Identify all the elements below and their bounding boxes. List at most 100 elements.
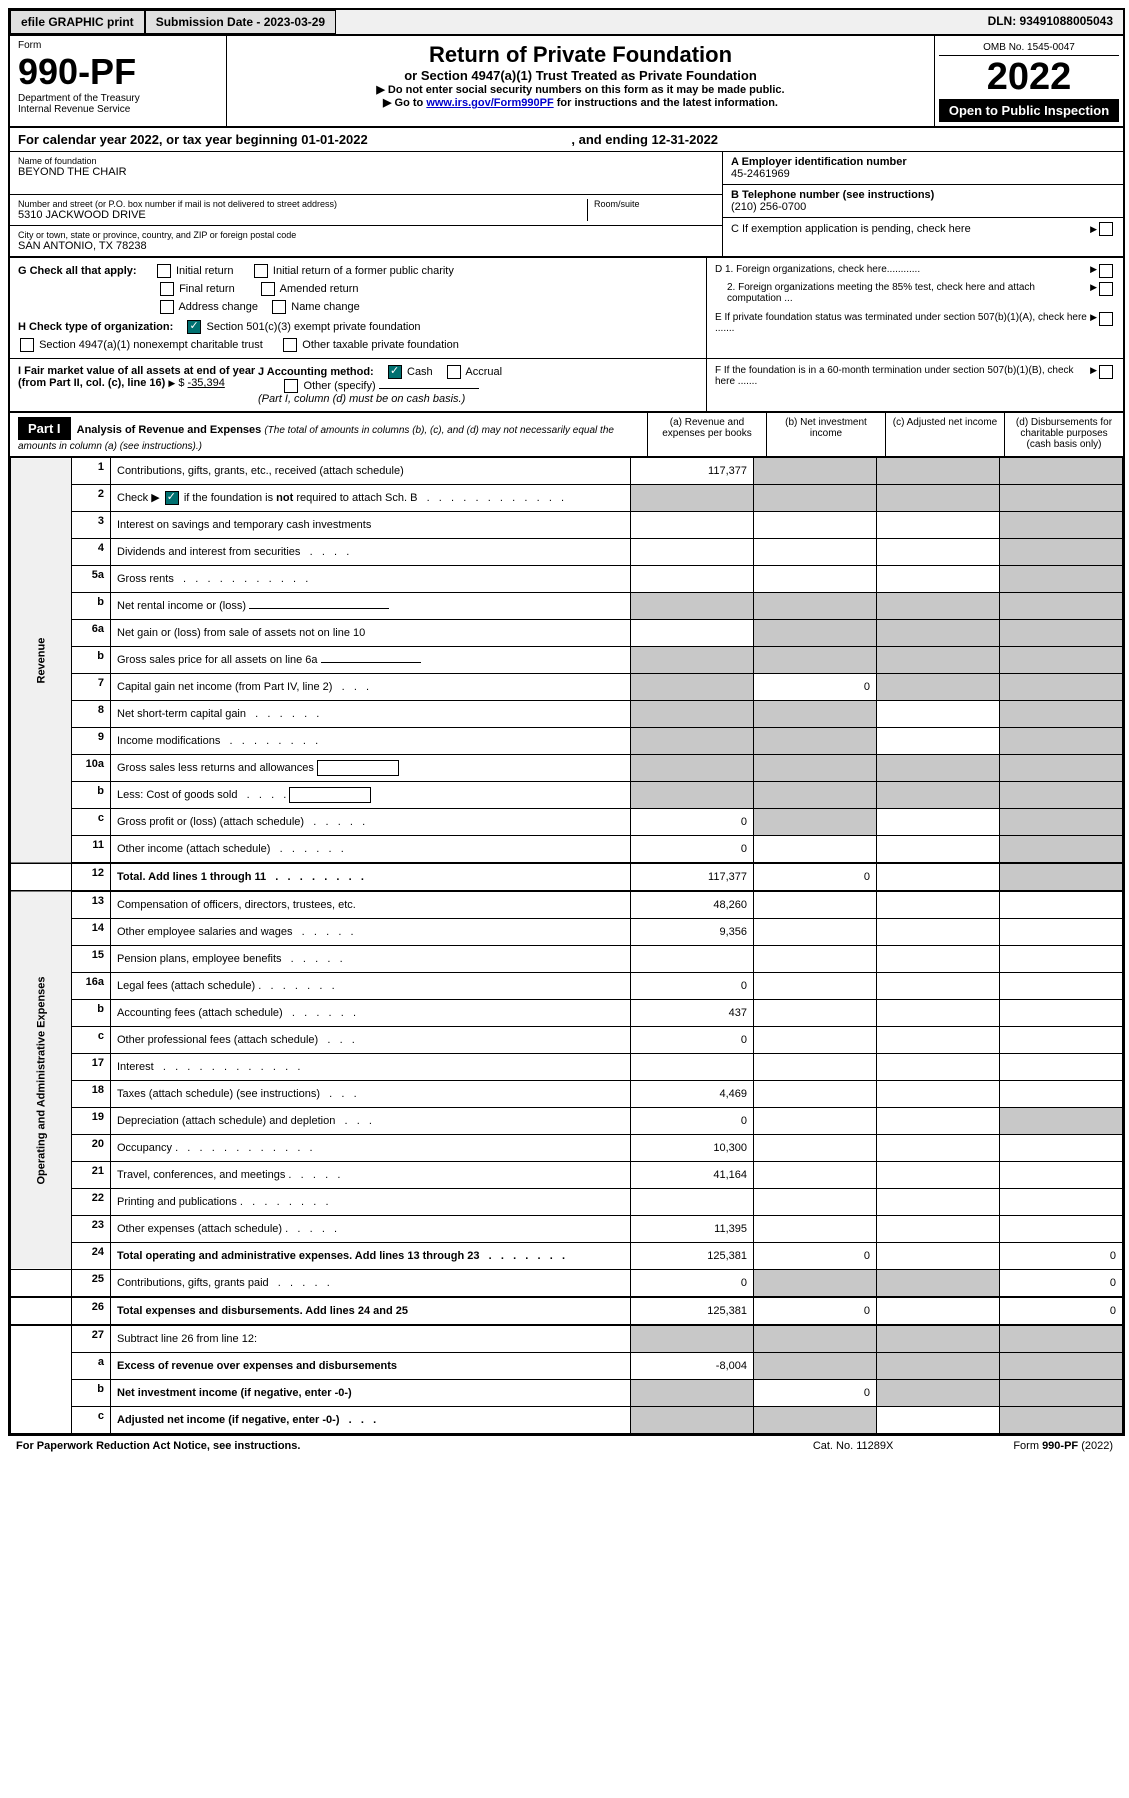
- ein-label: A Employer identification number: [731, 156, 1115, 168]
- initial-former-checkbox[interactable]: [254, 264, 268, 278]
- 501c3-checkbox[interactable]: [187, 320, 201, 334]
- g-label: G Check all that apply:: [18, 265, 137, 277]
- form-title: Return of Private Foundation: [233, 42, 928, 68]
- revenue-expense-table: Revenue 1 Contributions, gifts, grants, …: [10, 457, 1123, 1434]
- identification-block: Name of foundation BEYOND THE CHAIR Numb…: [10, 152, 1123, 258]
- d1-label: D 1. Foreign organizations, check here..…: [715, 264, 1090, 278]
- line-16c: cOther professional fees (attach schedul…: [11, 1027, 1123, 1054]
- arrow-icon: [1090, 223, 1097, 235]
- section-g-h: G Check all that apply: Initial return I…: [10, 258, 1123, 359]
- f-checkbox[interactable]: [1099, 365, 1113, 379]
- line-27c: cAdjusted net income (if negative, enter…: [11, 1407, 1123, 1434]
- initial-return-checkbox[interactable]: [157, 264, 171, 278]
- submission-date: Submission Date - 2023-03-29: [145, 10, 336, 34]
- section-i-j: I Fair market value of all assets at end…: [10, 359, 1123, 413]
- public-inspection: Open to Public Inspection: [939, 99, 1119, 122]
- dept-treasury: Department of the Treasury: [18, 93, 218, 104]
- line-14: 14Other employee salaries and wages . . …: [11, 919, 1123, 946]
- page-footer: For Paperwork Reduction Act Notice, see …: [8, 1436, 1121, 1456]
- final-return-checkbox[interactable]: [160, 282, 174, 296]
- city-state-zip: SAN ANTONIO, TX 78238: [18, 240, 714, 252]
- line-27b: bNet investment income (if negative, ent…: [11, 1380, 1123, 1407]
- form-number: 990-PF: [18, 51, 218, 93]
- top-bar: efile GRAPHIC print Submission Date - 20…: [10, 10, 1123, 36]
- col-a-header: (a) Revenue and expenses per books: [647, 413, 766, 456]
- line-6a: 6aNet gain or (loss) from sale of assets…: [11, 620, 1123, 647]
- form-990pf: efile GRAPHIC print Submission Date - 20…: [8, 8, 1125, 1436]
- calendar-year-row: For calendar year 2022, or tax year begi…: [10, 128, 1123, 152]
- form-subtitle: or Section 4947(a)(1) Trust Treated as P…: [233, 68, 928, 83]
- j-note: (Part I, column (d) must be on cash basi…: [258, 393, 465, 405]
- line-2: 2Check ▶ if the foundation is not requir…: [11, 485, 1123, 512]
- tax-year: 2022: [939, 56, 1119, 99]
- phone-label: B Telephone number (see instructions): [731, 189, 1115, 201]
- line-18: 18Taxes (attach schedule) (see instructi…: [11, 1081, 1123, 1108]
- phone-value: (210) 256-0700: [731, 201, 1115, 213]
- line-8: 8Net short-term capital gain . . . . . .: [11, 701, 1123, 728]
- omb-number: OMB No. 1545-0047: [939, 40, 1119, 56]
- name-change-checkbox[interactable]: [272, 300, 286, 314]
- part1-title: Analysis of Revenue and Expenses: [77, 424, 262, 436]
- cash-checkbox[interactable]: [388, 365, 402, 379]
- line-26: 26Total expenses and disbursements. Add …: [11, 1297, 1123, 1325]
- other-method-checkbox[interactable]: [284, 379, 298, 393]
- j-label: J Accounting method:: [258, 366, 374, 378]
- revenue-section-label: Revenue: [11, 458, 72, 864]
- line-9: 9Income modifications . . . . . . . .: [11, 728, 1123, 755]
- other-taxable-checkbox[interactable]: [283, 338, 297, 352]
- line-1: Revenue 1 Contributions, gifts, grants, …: [11, 458, 1123, 485]
- 4947-checkbox[interactable]: [20, 338, 34, 352]
- form-label: Form: [18, 40, 218, 51]
- col-b-header: (b) Net investment income: [766, 413, 885, 456]
- d1-checkbox[interactable]: [1099, 264, 1113, 278]
- fmv-value: -35,394: [188, 377, 225, 389]
- ein-value: 45-2461969: [731, 168, 1115, 180]
- efile-print-button[interactable]: efile GRAPHIC print: [10, 10, 145, 34]
- col-c-header: (c) Adjusted net income: [885, 413, 1004, 456]
- privacy-note: ▶ Do not enter social security numbers o…: [233, 83, 928, 96]
- line-27a: aExcess of revenue over expenses and dis…: [11, 1353, 1123, 1380]
- line-21: 21Travel, conferences, and meetings . . …: [11, 1162, 1123, 1189]
- schB-checkbox[interactable]: [165, 491, 179, 505]
- street-address: 5310 JACKWOOD DRIVE: [18, 209, 587, 221]
- line-7: 7Capital gain net income (from Part IV, …: [11, 674, 1123, 701]
- line-10c: cGross profit or (loss) (attach schedule…: [11, 809, 1123, 836]
- f-label: F If the foundation is in a 60-month ter…: [715, 365, 1090, 387]
- line-5a: 5aGross rents . . . . . . . . . . .: [11, 566, 1123, 593]
- line-4: 4Dividends and interest from securities …: [11, 539, 1123, 566]
- instructions-link[interactable]: www.irs.gov/Form990PF: [426, 97, 553, 109]
- line-19: 19Depreciation (attach schedule) and dep…: [11, 1108, 1123, 1135]
- exemption-checkbox[interactable]: [1099, 222, 1113, 236]
- line-25: 25Contributions, gifts, grants paid . . …: [11, 1270, 1123, 1298]
- line-17: 17Interest . . . . . . . . . . . .: [11, 1054, 1123, 1081]
- line-22: 22Printing and publications . . . . . . …: [11, 1189, 1123, 1216]
- name-label: Name of foundation: [18, 156, 714, 166]
- form-header: Form 990-PF Department of the Treasury I…: [10, 36, 1123, 128]
- instructions-note: ▶ Go to www.irs.gov/Form990PF for instru…: [233, 96, 928, 109]
- form-ref: Form 990-PF (2022): [1013, 1440, 1113, 1452]
- line-24: 24Total operating and administrative exp…: [11, 1243, 1123, 1270]
- accrual-checkbox[interactable]: [447, 365, 461, 379]
- room-label: Room/suite: [594, 199, 714, 209]
- line-27: 27Subtract line 26 from line 12:: [11, 1325, 1123, 1353]
- d2-label: 2. Foreign organizations meeting the 85%…: [715, 282, 1090, 304]
- amended-return-checkbox[interactable]: [261, 282, 275, 296]
- line-12: 12Total. Add lines 1 through 11 . . . . …: [11, 863, 1123, 891]
- line-16b: bAccounting fees (attach schedule) . . .…: [11, 1000, 1123, 1027]
- e-checkbox[interactable]: [1099, 312, 1113, 326]
- line-15: 15Pension plans, employee benefits . . .…: [11, 946, 1123, 973]
- address-change-checkbox[interactable]: [160, 300, 174, 314]
- line-3: 3Interest on savings and temporary cash …: [11, 512, 1123, 539]
- line-10b: bLess: Cost of goods sold . . . .: [11, 782, 1123, 809]
- irs: Internal Revenue Service: [18, 104, 218, 115]
- city-label: City or town, state or province, country…: [18, 230, 714, 240]
- paperwork-notice: For Paperwork Reduction Act Notice, see …: [16, 1440, 300, 1452]
- h-label: H Check type of organization:: [18, 321, 173, 333]
- line-5b: bNet rental income or (loss): [11, 593, 1123, 620]
- line-11: 11Other income (attach schedule) . . . .…: [11, 836, 1123, 864]
- foundation-name: BEYOND THE CHAIR: [18, 166, 714, 178]
- line-13: Operating and Administrative Expenses 13…: [11, 891, 1123, 919]
- d2-checkbox[interactable]: [1099, 282, 1113, 296]
- exemption-pending-label: C If exemption application is pending, c…: [731, 223, 1090, 235]
- line-16a: 16aLegal fees (attach schedule) . . . . …: [11, 973, 1123, 1000]
